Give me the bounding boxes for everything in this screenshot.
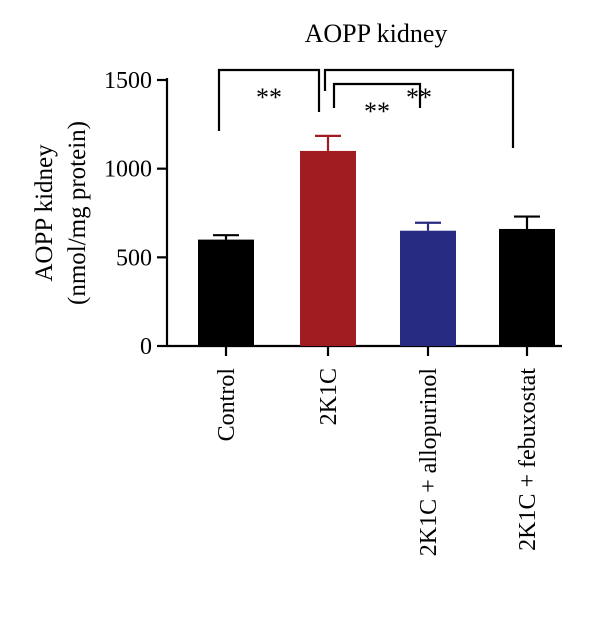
- x-tick-label: 2K1C + allopurinol: [416, 368, 442, 557]
- significance-bracket: [217, 68, 321, 131]
- significance-label: **: [256, 83, 282, 112]
- bars: [198, 134, 555, 346]
- significance-label: **: [364, 97, 390, 126]
- significance-brackets: ** ** **: [217, 68, 515, 148]
- y-tick-label: 0: [140, 334, 152, 360]
- y-tick-label: 500: [116, 245, 152, 271]
- significance-bracket: [332, 82, 422, 108]
- y-tick-label: 1500: [104, 68, 152, 94]
- y-tick-label: 1000: [104, 157, 152, 183]
- x-tick-label: Control: [214, 368, 240, 442]
- bar: [499, 228, 555, 346]
- y-axis-label-line2: (nmol/mg protein): [64, 121, 91, 305]
- y-axis-label-line1: AOPP kidney: [31, 144, 58, 282]
- x-tick-label: 2K1C: [316, 368, 342, 425]
- bar: [400, 230, 456, 346]
- chart-title: AOPP kidney: [305, 19, 448, 48]
- x-tick-label: 2K1C + febuxostat: [515, 368, 541, 551]
- bar: [198, 239, 254, 346]
- significance-label: **: [406, 83, 432, 112]
- significance-bracket: [323, 68, 515, 148]
- bar: [300, 150, 356, 346]
- axes: 0 500 1000 1500 Control 2K1C 2K1C + allopurino…: [104, 68, 562, 556]
